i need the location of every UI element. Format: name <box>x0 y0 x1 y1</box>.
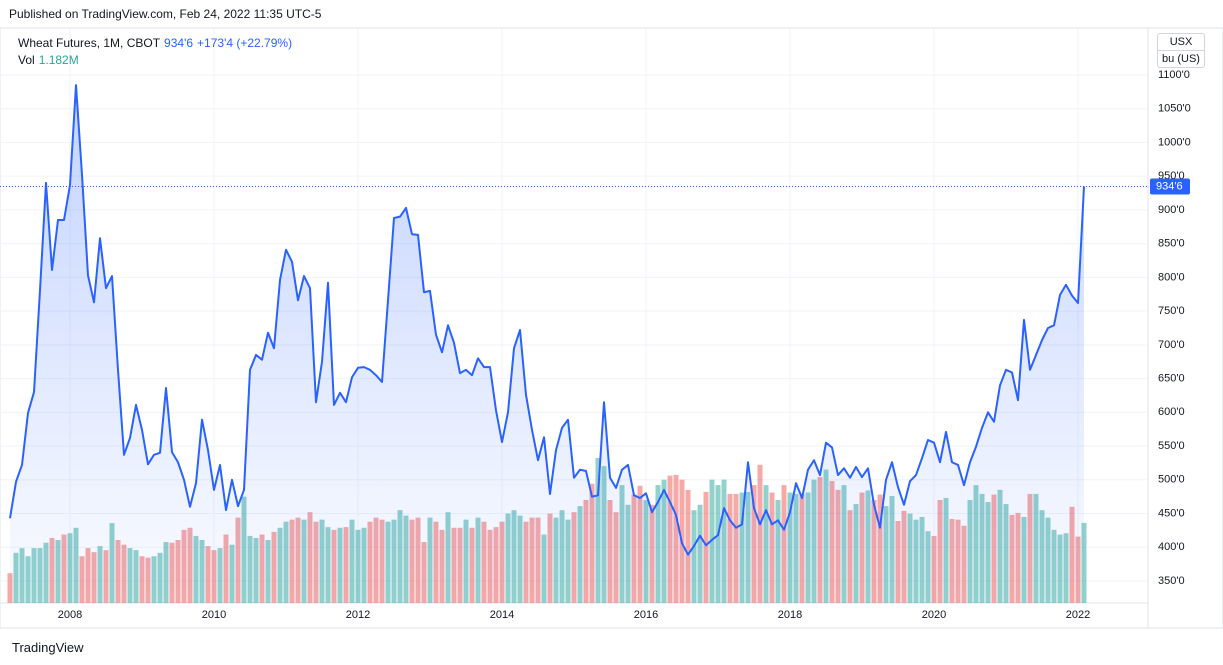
unit[interactable]: bu (US) <box>1162 53 1200 65</box>
y-tick-label: 500'0 <box>1158 474 1185 486</box>
last-price-tag-label: 934'6 <box>1156 180 1183 192</box>
y-tick-label: 800'0 <box>1158 271 1185 283</box>
area <box>10 85 1084 604</box>
x-tick-label: 2008 <box>58 609 82 621</box>
frame <box>0 27 1223 629</box>
y-tick-label: 850'0 <box>1158 238 1185 250</box>
currency[interactable]: USX <box>1158 34 1204 51</box>
x-tick-label: 2016 <box>634 609 658 621</box>
x-tick-label: 2022 <box>1066 609 1090 621</box>
y-tick-label: 600'0 <box>1158 406 1185 418</box>
change: +173'4 (+22.79%) <box>197 36 293 50</box>
y-tick-label: 1000'0 <box>1158 136 1191 148</box>
y-tick-label: 900'0 <box>1158 204 1185 216</box>
x-tick-label: 2020 <box>922 609 946 621</box>
price-series <box>0 84 1148 604</box>
y-tick-label: 400'0 <box>1158 541 1185 553</box>
legend-row: Vol 1.182M <box>18 52 292 69</box>
x-tick-label: 2012 <box>346 609 370 621</box>
axes: 350'0 400'0 450'0 500'0 550'0 600'0 650'0 700'0… <box>58 69 1191 621</box>
volume-last: 1.182M <box>38 53 79 67</box>
y-tick-label: 350'0 <box>1158 575 1185 587</box>
last-price: 934'6 <box>164 36 194 50</box>
y-tick-label: 550'0 <box>1158 440 1185 452</box>
x-tick-label: 2010 <box>202 609 226 621</box>
x-tick-label: 2014 <box>490 609 514 621</box>
volume-name: Vol <box>18 53 35 67</box>
published-note: Published on TradingView.com, Feb 24, 20… <box>9 7 322 21</box>
y-tick-label: 750'0 <box>1158 305 1185 317</box>
price-line <box>9 84 1085 556</box>
legend-row: Wheat Futures, 1M, CBOT 934'6 +173'4 (+22.… <box>18 35 292 52</box>
y-tick-label: 650'0 <box>1158 372 1185 384</box>
legend: Wheat Futures, 1M, CBOT 934'6 +173'4 (+22.… <box>18 35 292 69</box>
x-tick-label: 2018 <box>778 609 802 621</box>
last-price-tag <box>1150 178 1190 195</box>
y-tick-label: 700'0 <box>1158 339 1185 351</box>
y-tick-label: 450'0 <box>1158 507 1185 519</box>
volume-bar <box>685 489 691 603</box>
brand[interactable]: TradingView <box>12 640 84 655</box>
unit-button[interactable]: USX bu (US) <box>1157 33 1205 68</box>
y-tick-label: 1050'0 <box>1158 103 1191 115</box>
y-tick-label: 1100'0 <box>1158 69 1190 81</box>
symbol-title: Wheat Futures, 1M, CBOT <box>18 36 161 50</box>
